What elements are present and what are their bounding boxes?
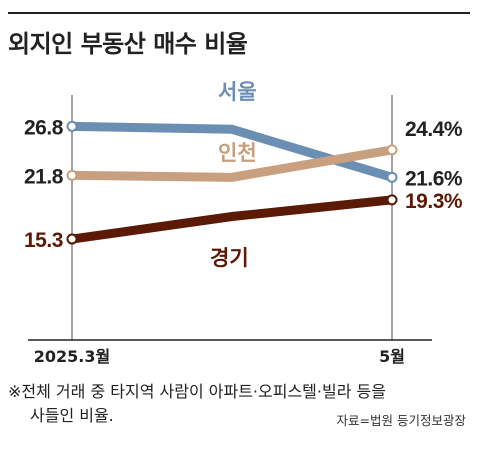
data-point bbox=[66, 169, 78, 181]
series-name-label: 인천 bbox=[218, 141, 257, 165]
footnote: ※전체 거래 중 타지역 사람이 아파트·오피스텔·빌라 등을 사들인 비율. bbox=[8, 380, 470, 428]
end-value-label: 24.4% bbox=[405, 118, 463, 141]
chart-title: 외지인 부동산 매수 비율 bbox=[8, 30, 248, 58]
series-line-3 bbox=[71, 195, 393, 244]
start-value-label: 15.3 bbox=[24, 229, 63, 252]
start-value-label: 21.8 bbox=[24, 165, 64, 188]
end-value-label: 19.3% bbox=[405, 190, 463, 213]
series-name-label: 서울 bbox=[218, 80, 257, 104]
footnote-line-1: ※전체 거래 중 타지역 사람이 아파트·오피스텔·빌라 등을 bbox=[8, 382, 386, 401]
series-name-label: 경기 bbox=[210, 246, 249, 270]
data-point bbox=[66, 233, 78, 245]
x-tick-label: 5월 bbox=[379, 347, 405, 366]
start-value-label: 26.8 bbox=[24, 116, 64, 139]
data-point bbox=[66, 120, 78, 132]
data-point bbox=[386, 144, 398, 156]
top-rule bbox=[8, 12, 470, 14]
source-note: 자료=법원 등기정보광장 bbox=[336, 413, 466, 428]
footnote-line-2: 사들인 비율. bbox=[30, 406, 114, 425]
end-value-label: 21.6% bbox=[405, 167, 463, 190]
series-line-2 bbox=[71, 145, 393, 182]
data-point bbox=[386, 194, 398, 206]
data-point bbox=[386, 171, 398, 183]
x-tick-label: 2025.3월 bbox=[34, 347, 110, 366]
